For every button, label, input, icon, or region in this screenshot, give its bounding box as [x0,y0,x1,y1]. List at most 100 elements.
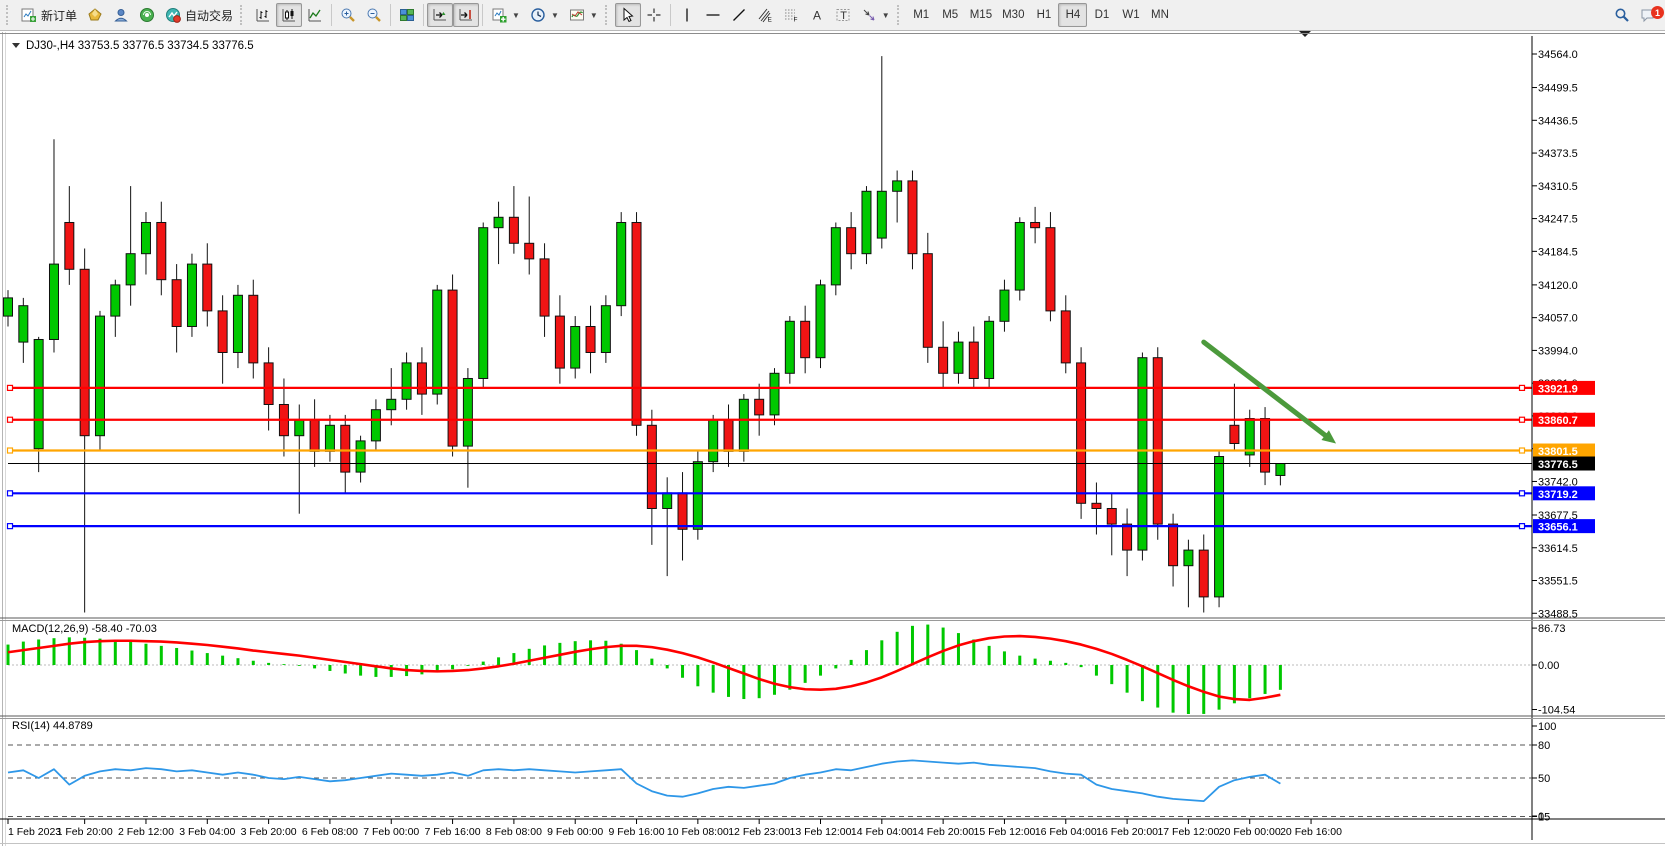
bear-candle [263,362,274,405]
equidistant-channel-button[interactable]: E [752,3,778,27]
toolbar-grip[interactable] [896,5,904,25]
timeframe-m15-button[interactable]: M15 [965,3,997,27]
data-window-button[interactable] [108,3,134,27]
timeframe-d1-button[interactable]: D1 [1087,3,1116,27]
svg-text:E: E [767,17,772,24]
bull-candle [662,492,673,509]
bull-candle [1137,357,1148,551]
toolbar-separator [482,4,484,26]
price-tick-label: 34310.5 [1538,181,1578,193]
toolbar-grip[interactable] [240,5,247,25]
line-handle[interactable] [6,384,14,392]
notifications-button[interactable]: 1 [1635,3,1664,27]
price-axis[interactable]: 34564.0 34499.5 34436.5 34373.5 34310.5 34247… [1531,36,1595,840]
text-label-button[interactable]: T [830,3,856,27]
line-handle[interactable] [6,523,14,530]
bear-candle [677,492,688,530]
timeframe-h1-button[interactable]: H1 [1029,3,1058,27]
resistance-price-label-text: 33860.7 [1538,415,1578,427]
bull-candle [738,398,749,452]
chart-candles-button[interactable] [276,3,303,27]
vertical-line-button[interactable] [674,3,700,27]
time-tick-label: 3 Feb 04:00 [179,826,235,838]
search-button[interactable] [1609,3,1635,27]
bull-candle [953,341,964,374]
timeframe-mn-button[interactable]: MN [1145,3,1174,27]
bear-candle [968,341,979,379]
tile-windows-button[interactable] [394,3,420,27]
macd-signal-line [7,634,1281,702]
chart-canvas[interactable]: DJ30-,H4 33753.5 33776.5 33734.5 33776.5… [0,30,1665,846]
cursor-button[interactable] [614,3,641,27]
line-handle[interactable] [1518,447,1526,454]
gold-nugget-icon [88,8,102,21]
auto-trading-button[interactable]: 自动交易 [160,3,238,27]
arrows-button[interactable]: ▼ [856,3,895,27]
bull-candle [892,180,903,192]
fibonacci-button[interactable]: F [778,3,804,27]
chart-shift-button[interactable] [453,3,480,27]
macd-panel[interactable]: MACD(12,26,9) -58.40 -70.03 86.73 0.00 -104… [6,623,1575,716]
bull-candle [861,190,872,255]
chart-template-icon [569,9,584,21]
line-handle[interactable] [6,447,14,454]
bull-candle [386,398,397,411]
bear-candle [1122,523,1133,551]
line-handle[interactable] [1518,384,1526,392]
dropdown-caret-icon: ▼ [550,10,559,20]
timeframe-m1-button[interactable]: M1 [907,3,936,27]
line-handle[interactable] [6,416,14,423]
bear-candle [1060,310,1071,364]
bull-candle [708,419,719,463]
equidistant-channel-icon: E [758,8,772,24]
line-handle[interactable] [6,490,14,497]
line-handle[interactable] [1518,490,1526,497]
toolbar-grip[interactable] [6,5,13,25]
current-price-label-text: 33776.5 [1538,459,1578,471]
price-tick-label: 34373.5 [1538,148,1578,160]
text-button[interactable]: A [804,3,830,27]
new-chart-button[interactable]: ▼ [486,3,525,27]
horizontal-lines[interactable] [6,384,1533,530]
line-handle[interactable] [1518,416,1526,423]
chart-line-button[interactable] [302,3,328,27]
timeframe-w1-button[interactable]: W1 [1116,3,1145,27]
auto-scroll-button[interactable] [427,3,454,27]
horizontal-line-button[interactable] [700,3,726,27]
signals-button[interactable] [134,3,160,27]
bear-candle [79,268,90,437]
timeframe-h4-button[interactable]: H4 [1058,3,1088,27]
bear-candle [340,424,351,473]
trend-arrow-annotation[interactable] [1201,339,1337,444]
chart-title-collapse-icon[interactable] [12,43,20,48]
arrow-shaft [1201,339,1331,440]
candlestick-series[interactable] [3,56,1286,613]
bull-candle [600,305,611,353]
crosshair-button[interactable] [641,3,667,27]
rsi-panel[interactable]: RSI(14) 44.8789 100 80 50 150 [7,720,1556,824]
new-order-button[interactable]: 新订单 [16,3,82,27]
line-handle[interactable] [1518,523,1526,530]
timeframes-menu-button[interactable]: ▼ [525,3,564,27]
zoom-out-button[interactable] [361,3,387,27]
chart-bars-button[interactable] [250,3,276,27]
time-tick-label: 17 Feb 12:00 [1157,826,1219,838]
bull-candle [984,320,995,379]
trendline-button[interactable] [726,3,752,27]
rsi-tick-label: 50 [1538,773,1550,785]
toolbar-grip[interactable] [604,5,612,25]
templates-button[interactable]: ▼ [564,3,603,27]
bear-candle [539,258,550,317]
timeframe-m30-button[interactable]: M30 [997,3,1029,27]
support-price-label: 33656.1 [1533,519,1595,534]
market-watch-button[interactable] [82,3,108,27]
time-tick-label: 10 Feb 08:00 [667,826,729,838]
zoom-in-button[interactable] [335,3,361,27]
timeframe-m5-button[interactable]: M5 [936,3,965,27]
time-tick-label: 16 Feb 04:00 [1035,826,1097,838]
chart-title-row: DJ30-,H4 33753.5 33776.5 33734.5 33776.5 [12,40,254,52]
bull-candle [876,190,887,239]
bull-candle [432,289,443,395]
